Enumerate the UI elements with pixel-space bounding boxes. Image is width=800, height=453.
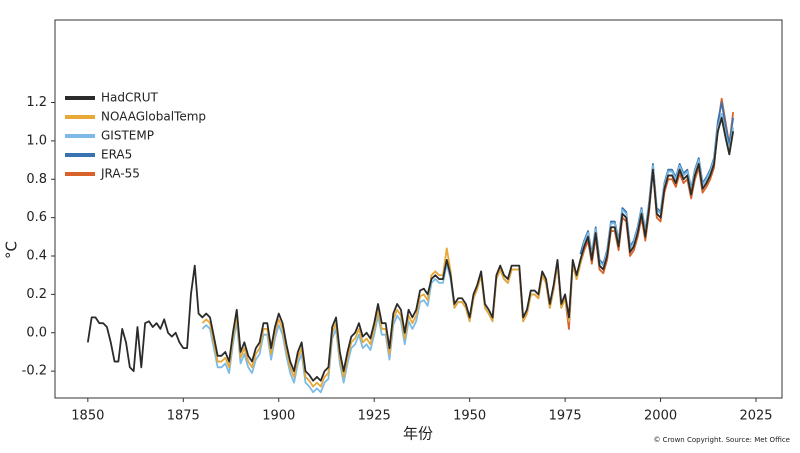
series-line — [201, 113, 735, 394]
y-tick-label: 1.2 — [26, 95, 47, 110]
legend-label: NOAAGlobalTemp — [101, 110, 206, 124]
x-tick-label: 1950 — [453, 409, 486, 424]
y-tick-label: 0.6 — [26, 210, 47, 225]
y-tick-label: 1.0 — [26, 133, 47, 148]
y-tick-label: -0.2 — [22, 364, 47, 379]
series-line — [86, 116, 735, 382]
x-tick-label: 2000 — [644, 409, 677, 424]
legend-label: JRA-55 — [100, 167, 140, 181]
x-tick-label: 2025 — [739, 409, 772, 424]
series-line — [579, 101, 735, 265]
legend-label: ERA5 — [101, 148, 132, 162]
y-tick-label: 0.2 — [26, 287, 47, 302]
legend-label: GISTEMP — [101, 129, 154, 143]
plot-frame — [54, 19, 783, 399]
y-tick-label: 0.0 — [26, 325, 47, 340]
series-line — [201, 116, 735, 388]
y-tick-label: 0.8 — [26, 172, 47, 187]
y-tick-label: 0.4 — [26, 249, 47, 264]
x-tick-label: 1850 — [71, 409, 104, 424]
x-tick-label: 1875 — [167, 409, 200, 424]
x-tick-label: 1975 — [549, 409, 582, 424]
credit: © Crown Copyright. Source: Met Office — [653, 436, 790, 444]
x-tick-label: 1925 — [358, 409, 391, 424]
legend-label: HadCRUT — [101, 91, 158, 105]
y-axis-label: °C — [3, 241, 21, 259]
x-tick-label: 1900 — [262, 409, 295, 424]
x-axis-label: 年份 — [403, 425, 433, 443]
